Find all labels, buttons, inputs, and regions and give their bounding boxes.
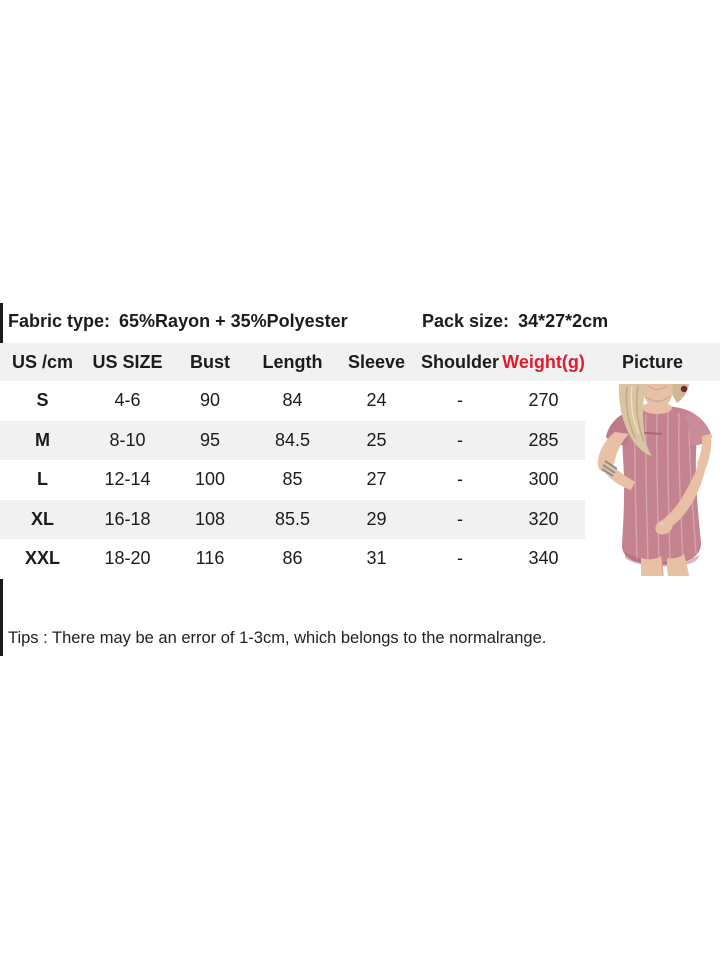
cell-length: 84.5 <box>274 429 311 450</box>
header-shoulder: Shoulder <box>420 351 499 372</box>
header-us-cm: US /cm <box>11 351 74 372</box>
pack-size-value: 34*27*2cm <box>518 311 609 331</box>
cell-us-size: 12-14 <box>104 469 151 490</box>
cell-size: XL <box>30 508 54 529</box>
cell-weight: 285 <box>528 429 559 450</box>
cell-weight: 320 <box>528 508 559 529</box>
cell-bust: 108 <box>194 508 226 529</box>
cell-shoulder: - <box>457 429 463 450</box>
cell-sleeve: 27 <box>366 469 387 490</box>
cell-length: 86 <box>282 548 303 569</box>
cell-sleeve: 29 <box>366 508 387 529</box>
fabric-type-value: 65%Rayon + 35%Polyester <box>119 311 348 331</box>
pack-size-label: Pack size: <box>422 311 510 331</box>
cell-size: S <box>36 390 49 411</box>
header-picture: Picture <box>621 351 684 372</box>
tips-note: Tips : There may be an error of 1-3cm, w… <box>8 629 547 647</box>
fabric-info: Fabric type: 65%Rayon + 35%Polyester <box>8 311 348 332</box>
cell-bust: 100 <box>194 469 226 490</box>
cell-weight: 300 <box>528 469 559 490</box>
header-sleeve: Sleeve <box>347 351 406 372</box>
cell-shoulder: - <box>457 548 463 569</box>
header-bust: Bust <box>190 351 230 372</box>
cell-size: L <box>37 469 48 490</box>
cell-shoulder: - <box>457 469 463 490</box>
pack-info: Pack size: 34*27*2cm <box>422 311 608 332</box>
model-dress-illustration <box>585 384 720 576</box>
header-weight: Weight(g) <box>502 351 585 372</box>
table-header-row: US /cm US SIZE Bust Length Sleeve Should… <box>0 343 720 381</box>
size-table: US /cm US SIZE Bust Length Sleeve Should… <box>0 343 720 579</box>
cell-us-size: 4-6 <box>114 390 141 411</box>
cell-sleeve: 25 <box>366 429 387 450</box>
cell-weight: 340 <box>528 548 559 569</box>
cell-bust: 90 <box>199 390 221 411</box>
cell-sleeve: 24 <box>366 390 387 411</box>
cell-size: M <box>35 429 50 450</box>
fabric-type-label: Fabric type: <box>8 311 111 331</box>
cell-bust: 116 <box>195 548 225 569</box>
product-info-row: Fabric type: 65%Rayon + 35%Polyester Pack… <box>0 311 720 335</box>
header-us-size: US SIZE <box>92 351 163 372</box>
cell-size: XXL <box>24 548 60 569</box>
cell-sleeve: 31 <box>366 548 387 569</box>
cell-bust: 95 <box>199 429 221 450</box>
cell-us-size: 8-10 <box>109 429 146 450</box>
cell-shoulder: - <box>457 508 463 529</box>
cell-weight: 270 <box>528 390 559 411</box>
cell-shoulder: - <box>457 390 463 411</box>
cell-length: 85 <box>282 469 303 490</box>
cell-us-size: 16-18 <box>104 508 151 529</box>
cell-length: 84 <box>282 390 303 411</box>
product-model-photo <box>585 384 720 576</box>
cell-us-size: 18-20 <box>104 548 151 569</box>
cell-length: 85.5 <box>274 508 311 529</box>
header-length: Length <box>262 351 323 372</box>
